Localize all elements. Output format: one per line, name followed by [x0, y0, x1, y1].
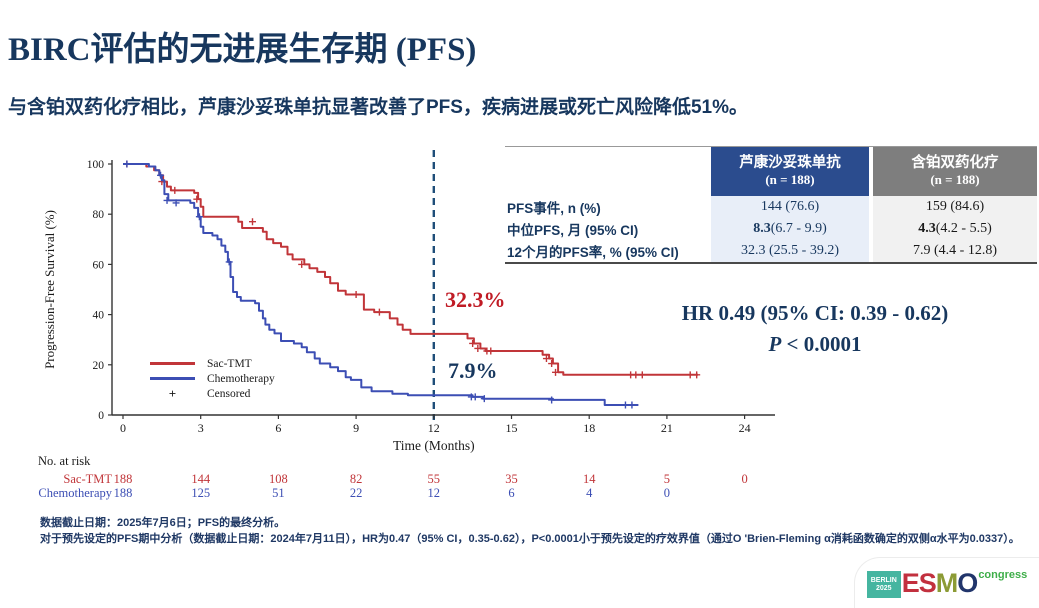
at-risk-value: 51 — [272, 486, 285, 500]
row-label-12mo-rate: 12个月的PFS率, % (95% CI) — [507, 245, 679, 260]
svg-text:12: 12 — [428, 421, 440, 435]
svg-text:40: 40 — [93, 310, 105, 322]
red-line-swatch — [150, 362, 195, 365]
plot-legend: Sac-TMT Chemotherapy + Censored — [150, 356, 275, 401]
svg-text:60: 60 — [93, 259, 105, 271]
plus-icon: + — [168, 385, 177, 401]
blue-line-swatch — [150, 377, 195, 380]
page-title: BIRC评估的无进展生存期 (PFS) — [8, 32, 477, 68]
legend-label: Chemotherapy — [207, 372, 275, 385]
esmo-wordmark: ESMO — [901, 568, 979, 598]
svg-text:6: 6 — [275, 421, 281, 435]
number-at-risk-table: No. at risk Sac-TMT 188 144 108 82 55 35 14 5 0 Ch… — [0, 452, 1039, 512]
hr-value: HR 0.49 (95% CI: 0.39 - 0.62) — [681, 301, 949, 325]
at-risk-value: 5 — [663, 472, 671, 486]
footnotes: 数据截止日期：2025年7月6日；PFS的最终分析。 对于预先设定的PFS期中分… — [40, 516, 1020, 547]
legend-item-sac-tmt: Sac-TMT — [150, 356, 275, 371]
svg-text:15: 15 — [506, 421, 518, 435]
at-risk-value: 108 — [269, 472, 288, 486]
svg-text:100: 100 — [87, 159, 105, 171]
svg-text:0: 0 — [120, 421, 126, 435]
12mo-rate-chemo: 7.9 (4.4 - 12.8) — [873, 240, 1037, 262]
at-risk-value: 55 — [427, 472, 441, 486]
congress-label: congress — [978, 569, 1028, 581]
row-label-median-pfs: 中位PFS, 月 (95% CI) — [507, 223, 639, 238]
at-risk-value: 188 — [113, 486, 133, 500]
at-risk-value: 12 — [427, 486, 441, 500]
svg-text:3: 3 — [198, 421, 204, 435]
svg-text:80: 80 — [93, 209, 105, 221]
km-plot: 0 20 40 60 80 100 0 3 6 9 12 15 18 21 24 Time (Months) P… — [42, 150, 775, 453]
svg-text:Progression-Free Survival (%): Progression-Free Survival (%) — [42, 210, 57, 369]
legend-item-censored: + Censored — [150, 386, 275, 401]
at-risk-value: 22 — [349, 486, 363, 500]
table-header-sac-tmt: 芦康沙妥珠单抗 (n = 188) — [711, 147, 869, 196]
12mo-rate-sac-tmt: 32.3 (25.5 - 39.2) — [711, 240, 869, 262]
at-risk-value: 144 — [191, 472, 211, 486]
p-value: P < 0.0001 — [768, 332, 862, 356]
footnote-line2: 对于预先设定的PFS期中分析（数据截止日期：2024年7月11日），HR为0.4… — [40, 532, 1020, 545]
svg-text:0: 0 — [98, 410, 104, 422]
legend-item-chemotherapy: Chemotherapy — [150, 371, 275, 386]
footnote-line1: 数据截止日期：2025年7月6日；PFS的最终分析。 — [40, 517, 286, 529]
at-risk-value: 6 — [508, 486, 515, 500]
svg-text:Time (Months): Time (Months) — [393, 438, 475, 453]
svg-text:24: 24 — [739, 421, 751, 435]
at-risk-value: 0 — [663, 486, 671, 500]
annotation-12mo-rate-sac-tmt: 32.3% — [445, 287, 506, 312]
at-risk-value: 14 — [582, 472, 596, 486]
svg-text:9: 9 — [353, 421, 359, 435]
at-risk-value: 82 — [349, 472, 363, 486]
at-risk-value: 188 — [113, 472, 133, 486]
at-risk-value: 125 — [191, 486, 211, 500]
table-header-empty — [505, 147, 711, 196]
pfs-events-chemo: 159 (84.6) — [873, 196, 1037, 218]
median-pfs-chemo: 4.3 (4.2 - 5.5) — [873, 218, 1037, 240]
results-table: 芦康沙妥珠单抗 (n = 188) 含铂双药化疗 (n = 188) PFS事件… — [505, 146, 1037, 264]
svg-text:20: 20 — [93, 360, 105, 372]
pfs-events-sac-tmt: 144 (76.6) — [711, 196, 869, 218]
median-pfs-sac-tmt: 8.3 (6.7 - 9.9) — [711, 218, 869, 240]
esmo-logo: BERLIN 2025 ESMO congress — [866, 568, 1028, 598]
esmo-congress-card: BERLIN 2025 ESMO congress — [854, 557, 1039, 608]
berlin-2025-badge: BERLIN 2025 — [866, 571, 901, 598]
legend-label: Censored — [207, 387, 251, 400]
page-subtitle: 与含铂双药化疗相比，芦康沙妥珠单抗显著改善了PFS，疾病进展或死亡风险降低51%… — [8, 97, 748, 118]
at-risk-value: 35 — [505, 472, 518, 486]
at-risk-row-label: Sac-TMT — [63, 472, 112, 486]
svg-text:18: 18 — [583, 421, 595, 435]
legend-label: Sac-TMT — [207, 357, 252, 370]
hazard-ratio-block: HR 0.49 (95% CI: 0.39 - 0.62) P < 0.0001 — [640, 301, 990, 357]
annotation-12mo-rate-chemo: 7.9% — [448, 358, 498, 383]
at-risk-value: 4 — [586, 486, 593, 500]
at-risk-title: No. at risk — [38, 454, 91, 468]
svg-text:21: 21 — [661, 421, 673, 435]
at-risk-row-label: Chemotherapy — [38, 486, 112, 500]
row-label-pfs-events: PFS事件, n (%) — [507, 201, 601, 216]
table-header-chemo: 含铂双药化疗 (n = 188) — [873, 147, 1037, 196]
at-risk-value: 0 — [741, 472, 748, 486]
